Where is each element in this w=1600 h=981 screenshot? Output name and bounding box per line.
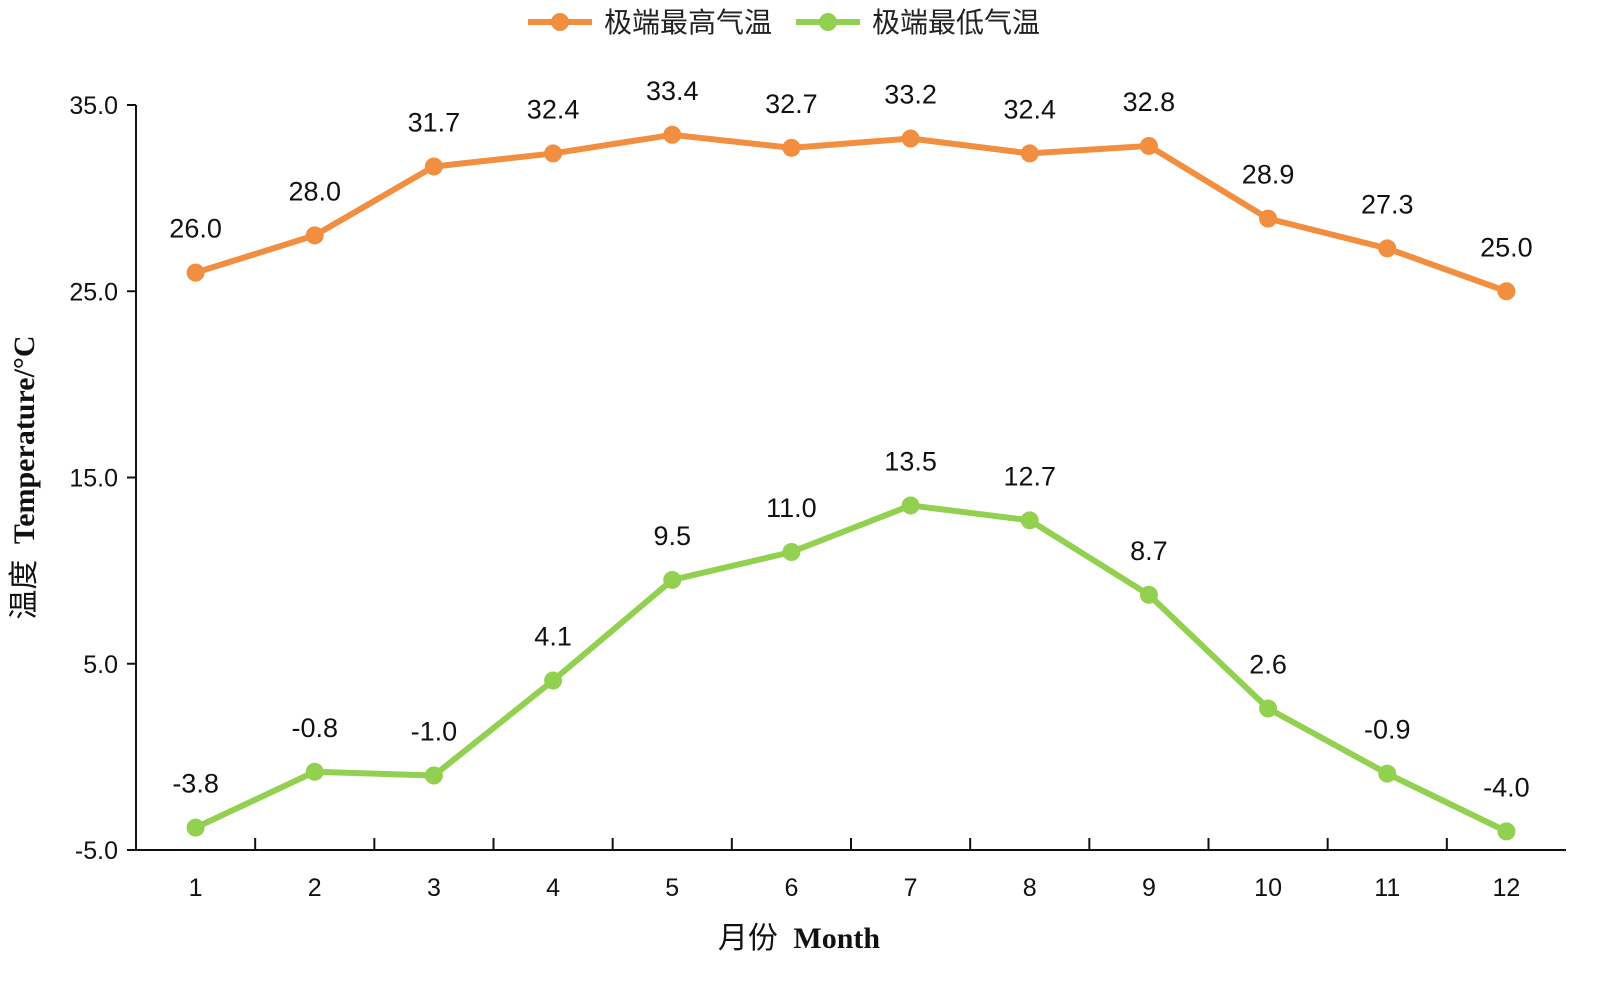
y-tick-label: -5.0 bbox=[75, 837, 118, 865]
series-2-data-label: -0.9 bbox=[1364, 715, 1411, 745]
x-tick-label: 6 bbox=[784, 874, 798, 902]
axes: -5.05.015.025.035.0 1 2 3 4 5 6 7 8 9 10 11 12 bbox=[69, 92, 1566, 902]
series-layer bbox=[186, 125, 1516, 841]
series-2-data-label: 4.1 bbox=[534, 622, 572, 652]
x-tick-label: 3 bbox=[427, 874, 441, 902]
series-1-data-label: 27.3 bbox=[1361, 189, 1414, 219]
data-labels: 26.0 28.0 31.7 32.4 33.4 32.7 33.2 32.4 32.8 28.9… bbox=[169, 76, 1532, 803]
series-1-data-label: 32.7 bbox=[765, 89, 818, 119]
x-ticks: 1 2 3 4 5 6 7 8 9 10 11 12 bbox=[189, 838, 1521, 902]
series-1-point bbox=[424, 157, 443, 176]
series-2-data-label: -1.0 bbox=[411, 717, 458, 747]
legend-entry-1: 极端最高气温 bbox=[604, 6, 772, 39]
x-tick-label: 1 bbox=[189, 874, 203, 902]
series-1-data-label: 32.4 bbox=[1003, 94, 1056, 124]
series-2-data-label: -3.8 bbox=[172, 769, 219, 799]
series-1-data-label: 32.4 bbox=[527, 94, 580, 124]
series-2-point bbox=[1020, 511, 1039, 530]
y-tick-label: 35.0 bbox=[69, 92, 118, 120]
series-1-data-label: 32.8 bbox=[1123, 87, 1176, 117]
series-2-point bbox=[186, 818, 205, 837]
y-axis-title-cn: 温度 bbox=[8, 560, 41, 620]
x-tick-label: 5 bbox=[665, 874, 679, 902]
series-1-data-label: 28.0 bbox=[288, 176, 341, 206]
series-1-point bbox=[1020, 144, 1039, 163]
series-2-point bbox=[1139, 585, 1158, 604]
x-tick-label: 4 bbox=[546, 874, 560, 902]
y-ticks: -5.0 5.0 15.0 25.0 35.0 bbox=[69, 92, 136, 865]
series-1-data-label: 26.0 bbox=[169, 214, 222, 244]
series-1-point bbox=[782, 138, 801, 157]
series-2-point bbox=[1378, 764, 1397, 783]
series-1-point bbox=[1378, 239, 1397, 258]
series-2-point bbox=[424, 766, 443, 785]
legend-swatch-marker bbox=[551, 13, 569, 31]
y-tick-label: 15.0 bbox=[69, 465, 118, 493]
y-tick-label: 5.0 bbox=[83, 651, 118, 679]
legend-swatch-marker bbox=[819, 13, 837, 31]
x-axis-title-en: Month bbox=[793, 922, 880, 955]
series-2-data-label: 13.5 bbox=[884, 446, 937, 476]
series-1-point bbox=[1139, 136, 1158, 155]
series-1-point bbox=[186, 263, 205, 282]
y-tick-label: 25.0 bbox=[69, 278, 118, 306]
series-2-data-label: -0.8 bbox=[291, 713, 338, 743]
x-tick-label: 7 bbox=[904, 874, 918, 902]
series-2-point bbox=[1259, 699, 1278, 718]
x-tick-label: 10 bbox=[1254, 874, 1282, 902]
series-1-point bbox=[1497, 282, 1516, 301]
x-axis-title-cn: 月份 bbox=[718, 922, 778, 955]
x-tick-label: 11 bbox=[1374, 874, 1400, 902]
series-2-data-label: -4.0 bbox=[1483, 772, 1530, 802]
x-tick-label: 2 bbox=[308, 874, 322, 902]
series-2-data-label: 11.0 bbox=[766, 493, 817, 523]
series-1-point bbox=[305, 226, 324, 245]
series-2-data-label: 2.6 bbox=[1249, 649, 1287, 679]
series-line-1 bbox=[192, 131, 1510, 295]
series-2-data-label: 8.7 bbox=[1130, 536, 1168, 566]
series-2-data-label: 9.5 bbox=[653, 521, 691, 551]
series-2-point bbox=[1497, 822, 1516, 841]
series-2-point bbox=[305, 762, 324, 781]
series-1-data-label: 25.0 bbox=[1480, 232, 1533, 262]
x-tick-label: 9 bbox=[1142, 874, 1156, 902]
y-axis-title: 温度 Temperature/°C bbox=[8, 335, 41, 619]
series-1-data-label: 33.4 bbox=[646, 76, 699, 106]
series-1-point bbox=[663, 125, 682, 144]
series-1-point bbox=[901, 129, 920, 148]
x-tick-label: 8 bbox=[1023, 874, 1037, 902]
series-2-point bbox=[544, 671, 563, 690]
legend: 极端最高气温 极端最低气温 bbox=[528, 6, 1040, 39]
legend-entry-2: 极端最低气温 bbox=[872, 6, 1040, 39]
series-1-point bbox=[544, 144, 563, 163]
series-1-data-label: 31.7 bbox=[408, 107, 461, 137]
series-1-data-label: 33.2 bbox=[884, 80, 937, 110]
x-axis-title: 月份 Month bbox=[718, 922, 880, 955]
series-1-data-label: 28.9 bbox=[1242, 160, 1295, 190]
series-2-data-label: 12.7 bbox=[1003, 461, 1056, 491]
series-line-2 bbox=[192, 502, 1510, 835]
x-tick-label: 12 bbox=[1493, 874, 1521, 902]
series-2-point bbox=[663, 570, 682, 589]
series-2-point bbox=[901, 496, 920, 515]
series-2-point bbox=[782, 543, 801, 561]
series-1-point bbox=[1259, 209, 1278, 228]
y-axis-title-en: Temperature/°C bbox=[8, 335, 41, 544]
